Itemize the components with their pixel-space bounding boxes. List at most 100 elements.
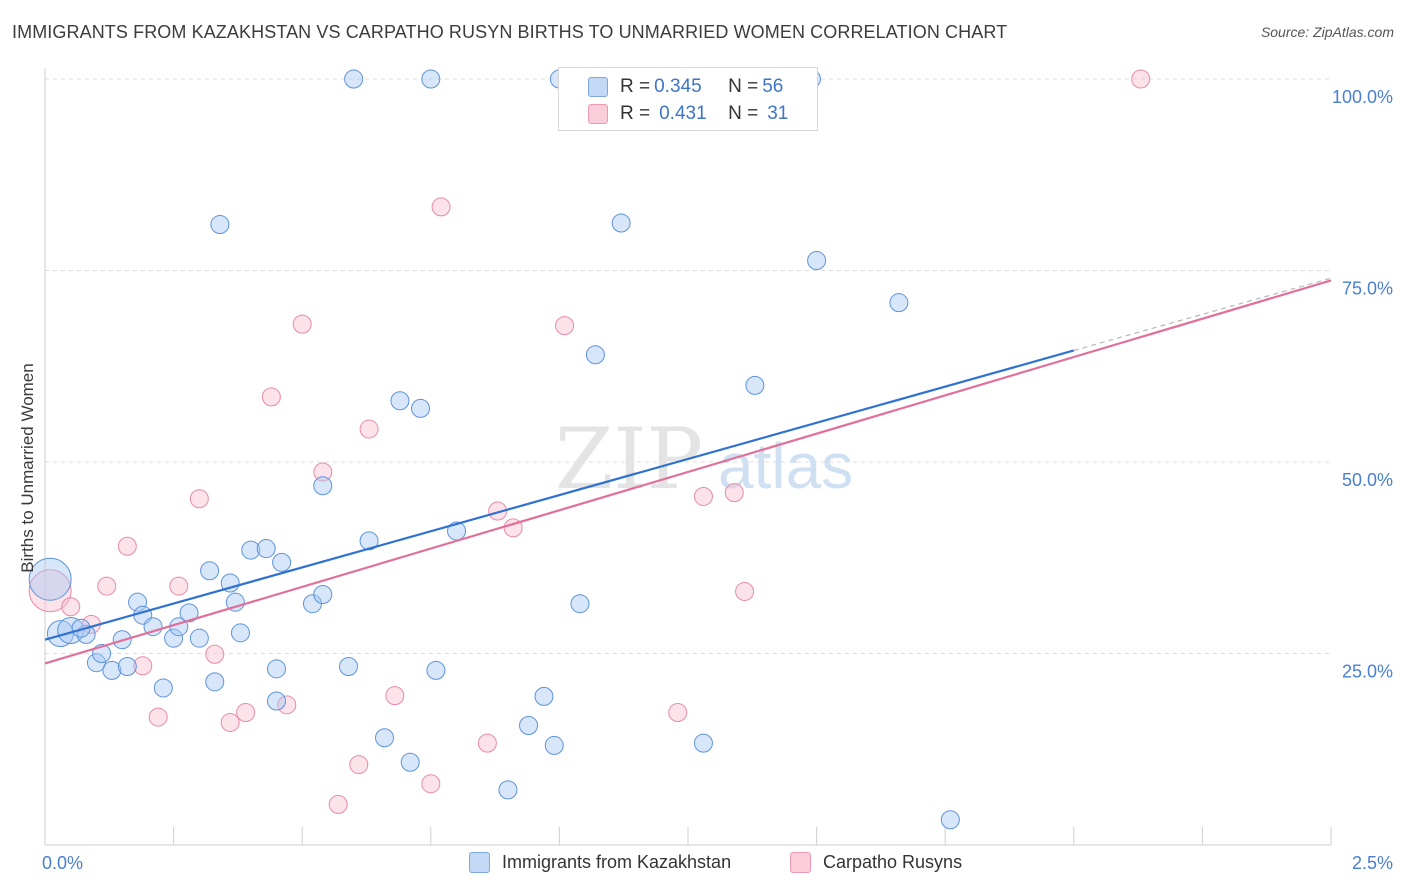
point-kazakhstan-29 (313, 476, 333, 496)
point-carpatho-rusyns-3 (97, 576, 117, 596)
point-kazakhstan-41 (544, 735, 564, 755)
point-kazakhstan-21 (230, 623, 250, 643)
point-carpatho-rusyns-10 (220, 712, 240, 732)
point-kazakhstan-34 (400, 752, 420, 772)
point-kazakhstan-20 (225, 592, 245, 612)
point-kazakhstan-12 (153, 678, 173, 698)
point-carpatho-rusyns-28 (724, 483, 744, 503)
point-kazakhstan-50 (210, 215, 230, 235)
bottom-legend-carpatho-rusyns: Carpatho Rusyns (790, 852, 962, 873)
point-carpatho-rusyns-1 (61, 597, 81, 617)
point-carpatho-rusyns-12 (261, 387, 281, 407)
point-kazakhstan-32 (375, 728, 395, 748)
axes (44, 68, 1332, 846)
legend-swatch-kazakhstan (588, 77, 608, 97)
bottom-legend-swatch-kazakhstan (469, 852, 490, 873)
point-carpatho-rusyns-11 (236, 702, 256, 722)
tick-labels: 25.0% 50.0% 75.0% 100.0% 0.0% 2.5% (42, 87, 1393, 873)
x-tick-label-1: 2.5% (1352, 853, 1393, 873)
grid-lines (45, 78, 1331, 654)
point-carpatho-rusyns-4 (117, 536, 137, 556)
point-kazakhstan-16 (189, 628, 209, 648)
point-carpatho-rusyns-7 (169, 576, 189, 596)
point-kazakhstan-33 (390, 391, 410, 411)
point-carpatho-rusyns-22 (477, 733, 497, 753)
point-kazakhstan-17 (200, 561, 220, 581)
legend-n-label: N = (728, 76, 759, 97)
point-kazakhstan-11 (143, 617, 163, 637)
point-carpatho-rusyns-14 (292, 314, 312, 334)
point-carpatho-rusyns-15 (313, 462, 333, 482)
legend-n-value: 31 (767, 103, 789, 124)
point-kazakhstan-22 (241, 540, 261, 560)
legend-r-label: R = (620, 103, 651, 124)
point-carpatho-rusyns-5 (133, 656, 153, 676)
point-carpatho-rusyns-18 (359, 419, 379, 439)
y-axis-label: Births to Unmarried Women (18, 363, 37, 572)
point-kazakhstan-13 (164, 628, 184, 648)
watermark-zip: ZIP (555, 410, 703, 508)
point-carpatho-rusyns-17 (349, 755, 369, 775)
point-kazakhstan-43 (585, 345, 605, 365)
point-kazakhstan-26 (266, 691, 286, 711)
point-carpatho-rusyns-20 (421, 774, 441, 794)
point-carpatho-rusyns-27 (693, 486, 713, 506)
point-kazakhstan-42 (570, 594, 590, 614)
trend-lines (44, 277, 1332, 665)
point-kazakhstan-52 (421, 69, 441, 89)
y-tick-label-0: 25.0% (1342, 662, 1393, 682)
point-kazakhstan-0 (28, 557, 72, 601)
legend: R = 0.345 N = 56 R = 0.431 N = 31 (558, 67, 818, 131)
point-kazakhstan-48 (889, 293, 909, 313)
point-kazakhstan-19 (220, 573, 240, 593)
series-carpatho-rusyns-points (28, 69, 1151, 814)
point-kazakhstan-35 (411, 398, 431, 418)
point-carpatho-rusyns-0 (28, 569, 72, 613)
point-kazakhstan-6 (102, 660, 122, 680)
point-kazakhstan-36 (426, 660, 446, 680)
point-kazakhstan-8 (117, 657, 137, 677)
legend-swatch-carpatho-rusyns (588, 104, 608, 124)
point-carpatho-rusyns-13 (277, 695, 297, 715)
point-kazakhstan-24 (266, 659, 286, 679)
x-tick-label-0: 0.0% (42, 853, 83, 873)
point-carpatho-rusyns-29 (735, 581, 755, 601)
point-kazakhstan-46 (745, 375, 765, 395)
source-label: Source: ZipAtlas.com (1260, 24, 1394, 40)
legend-n-label: N = (728, 103, 759, 124)
legend-row-carpatho-rusyns: R = 0.431 N = 31 (559, 101, 788, 127)
trend-line-kazakhstan (44, 349, 1075, 641)
chart-title: IMMIGRANTS FROM KAZAKHSTAN VS CARPATHO R… (12, 22, 1008, 42)
point-kazakhstan-44 (611, 213, 631, 233)
point-carpatho-rusyns-16 (328, 794, 348, 814)
point-kazakhstan-15 (179, 603, 199, 623)
point-carpatho-rusyns-8 (189, 489, 209, 509)
y-tick-label-2: 75.0% (1342, 279, 1393, 299)
bottom-legend-kazakhstan: Immigrants from Kazakhstan (469, 852, 731, 873)
point-carpatho-rusyns-25 (555, 316, 575, 336)
trend-line-carpatho-rusyns (44, 279, 1332, 665)
point-kazakhstan-47 (807, 251, 827, 271)
point-carpatho-rusyns-30 (1131, 69, 1151, 89)
bottom-legend-swatch-carpatho-rusyns (790, 852, 811, 873)
point-carpatho-rusyns-26 (668, 702, 688, 722)
point-kazakhstan-51 (344, 69, 364, 89)
bottom-legend-label-carpatho-rusyns: Carpatho Rusyns (823, 852, 963, 872)
trend-line-kazakhstan-extrapolated (1073, 277, 1332, 352)
bottom-legend-label-kazakhstan: Immigrants from Kazakhstan (502, 852, 732, 872)
point-kazakhstan-55 (71, 618, 91, 638)
legend-n-value: 56 (762, 76, 784, 97)
point-kazakhstan-18 (205, 672, 225, 692)
point-kazakhstan-40 (534, 686, 554, 706)
y-tick-label-3: 100.0% (1332, 87, 1393, 107)
point-kazakhstan-45 (693, 733, 713, 753)
point-carpatho-rusyns-21 (431, 197, 451, 217)
point-carpatho-rusyns-9 (205, 644, 225, 664)
legend-r-label: R = (620, 76, 651, 97)
point-kazakhstan-30 (338, 657, 358, 677)
legend-r-value: 0.345 (654, 76, 702, 97)
point-kazakhstan-28 (313, 585, 333, 605)
point-kazakhstan-49 (940, 810, 960, 830)
point-kazakhstan-31 (359, 531, 379, 551)
